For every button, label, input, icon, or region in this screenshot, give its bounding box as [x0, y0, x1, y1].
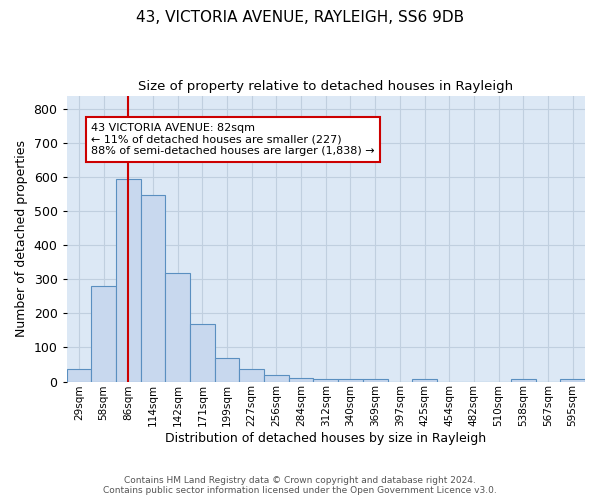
Bar [511, 379, 536, 382]
Bar [363, 379, 388, 382]
Text: 43, VICTORIA AVENUE, RAYLEIGH, SS6 9DB: 43, VICTORIA AVENUE, RAYLEIGH, SS6 9DB [136, 10, 464, 25]
Bar [215, 358, 239, 382]
Bar [338, 379, 363, 382]
Bar [560, 379, 585, 382]
Bar [313, 379, 338, 382]
Text: 43 VICTORIA AVENUE: 82sqm
← 11% of detached houses are smaller (227)
88% of semi: 43 VICTORIA AVENUE: 82sqm ← 11% of detac… [91, 123, 375, 156]
Bar [239, 368, 264, 382]
Bar [166, 272, 190, 382]
X-axis label: Distribution of detached houses by size in Rayleigh: Distribution of detached houses by size … [165, 432, 487, 445]
Bar [67, 368, 91, 382]
Bar [289, 378, 313, 382]
Bar [91, 286, 116, 382]
Bar [116, 179, 140, 382]
Bar [264, 374, 289, 382]
Text: Contains HM Land Registry data © Crown copyright and database right 2024.
Contai: Contains HM Land Registry data © Crown c… [103, 476, 497, 495]
Title: Size of property relative to detached houses in Rayleigh: Size of property relative to detached ho… [138, 80, 514, 93]
Bar [412, 379, 437, 382]
Bar [190, 324, 215, 382]
Bar [140, 195, 166, 382]
Y-axis label: Number of detached properties: Number of detached properties [15, 140, 28, 337]
